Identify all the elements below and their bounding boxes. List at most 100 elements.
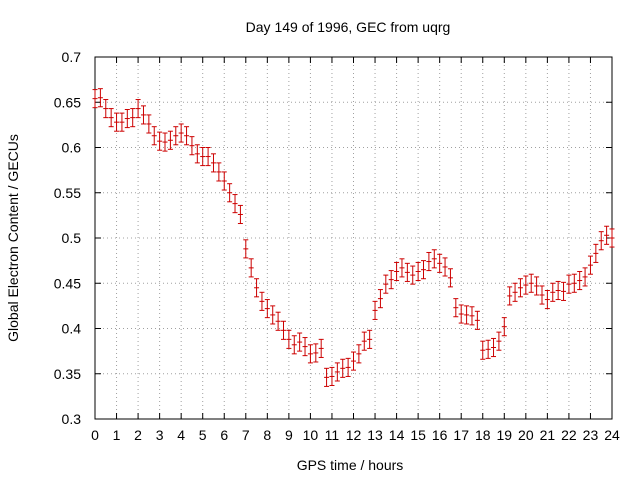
x-axis-label: GPS time / hours <box>297 457 404 473</box>
data-point <box>485 339 491 359</box>
data-point <box>426 251 432 272</box>
data-point <box>97 88 103 108</box>
data-point <box>221 171 227 191</box>
data-point <box>130 108 136 128</box>
data-point <box>394 261 400 282</box>
y-tick-label: 0.3 <box>62 411 82 427</box>
data-point <box>167 130 173 150</box>
data-point <box>410 265 416 285</box>
data-point <box>210 153 216 173</box>
data-point <box>318 338 324 358</box>
x-tick-label: 3 <box>156 427 164 443</box>
data-point <box>421 260 427 280</box>
data-point <box>593 243 599 263</box>
data-point <box>356 344 362 364</box>
data-point <box>286 329 292 349</box>
data-point <box>340 358 346 378</box>
data-point <box>119 112 125 132</box>
data-point <box>399 258 405 278</box>
data-point <box>92 89 98 109</box>
data-point <box>302 337 308 357</box>
data-point <box>517 278 523 298</box>
data-point <box>550 282 556 302</box>
y-tick-label: 0.4 <box>62 321 82 337</box>
data-point <box>324 367 330 387</box>
data-point <box>307 344 313 364</box>
data-point <box>162 132 168 152</box>
x-tick-label: 24 <box>604 427 620 443</box>
data-point <box>254 278 260 298</box>
x-tick-label: 13 <box>367 427 383 443</box>
data-point <box>351 351 356 371</box>
data-point <box>146 114 152 134</box>
data-point <box>582 267 588 287</box>
x-tick-label: 7 <box>242 427 250 443</box>
x-tick-label: 17 <box>453 427 469 443</box>
x-tick-label: 15 <box>410 427 426 443</box>
x-tick-label: 12 <box>346 427 362 443</box>
data-point <box>464 305 470 325</box>
x-tick-label: 1 <box>113 427 121 443</box>
data-point <box>205 147 211 167</box>
data-point <box>216 162 222 182</box>
data-point <box>561 281 567 301</box>
data-point <box>534 276 540 296</box>
data-point <box>507 286 513 306</box>
x-tick-label: 20 <box>518 427 534 443</box>
data-point <box>275 311 281 331</box>
data-point <box>415 261 421 282</box>
x-tick-label: 4 <box>177 427 185 443</box>
data-point <box>442 257 448 277</box>
data-point <box>184 126 190 146</box>
data-point <box>491 337 497 358</box>
data-point <box>173 126 179 146</box>
data-point <box>480 340 486 360</box>
x-tick-label: 22 <box>561 427 577 443</box>
data-point <box>189 136 195 156</box>
data-point <box>372 300 378 320</box>
data-series <box>92 88 615 387</box>
data-point <box>404 262 410 282</box>
data-point <box>108 108 114 128</box>
data-point <box>377 289 383 309</box>
data-point <box>361 331 367 351</box>
data-point <box>598 231 604 251</box>
data-point <box>264 299 270 319</box>
data-point <box>114 112 120 132</box>
x-tick-label: 19 <box>497 427 513 443</box>
data-point <box>291 335 297 355</box>
data-point <box>329 366 335 387</box>
y-tick-label: 0.5 <box>62 230 82 246</box>
data-point <box>453 298 459 318</box>
data-point <box>431 249 437 269</box>
data-point <box>124 108 130 129</box>
data-point <box>523 275 529 295</box>
data-point <box>469 306 475 326</box>
data-point <box>178 123 184 143</box>
data-point <box>458 304 464 324</box>
data-point <box>135 99 141 119</box>
y-tick-label: 0.65 <box>54 94 81 110</box>
data-point <box>140 105 146 125</box>
data-point <box>151 126 157 146</box>
data-point <box>539 285 545 305</box>
axis-ticks <box>94 56 613 420</box>
y-tick-label: 0.45 <box>54 275 81 291</box>
x-tick-label: 23 <box>583 427 599 443</box>
data-point <box>103 99 109 119</box>
y-tick-label: 0.35 <box>54 366 81 382</box>
data-point <box>383 274 389 294</box>
x-tick-label: 11 <box>325 427 340 443</box>
data-point <box>437 253 443 273</box>
data-point <box>447 268 453 288</box>
data-point <box>157 131 163 151</box>
x-tick-label: 2 <box>134 427 142 443</box>
data-point <box>194 144 200 164</box>
data-point <box>200 147 206 167</box>
data-point <box>243 239 249 259</box>
data-point <box>227 183 233 203</box>
y-tick-label: 0.7 <box>62 49 82 65</box>
x-tick-label: 18 <box>475 427 491 443</box>
data-point <box>566 274 572 294</box>
data-point <box>259 291 265 311</box>
